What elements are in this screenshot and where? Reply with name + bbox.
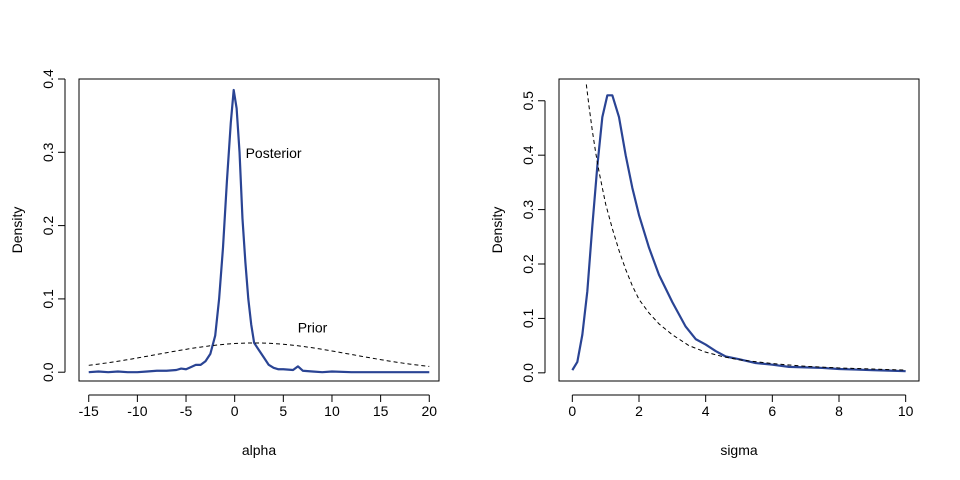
x-tick-label: 20 <box>421 403 437 419</box>
y-tick-label: 0.3 <box>40 142 56 162</box>
y-tick-label: 0.0 <box>520 363 536 383</box>
plot-area <box>88 88 430 374</box>
x-tick-label: 4 <box>702 403 710 419</box>
chart-panel-2: 0 2 4 6 8 10 sigma 0.0 0.1 0.2 0.3 0.4 0.5 Density <box>489 78 920 458</box>
x-axis: 0 2 4 6 8 10 <box>568 394 914 419</box>
y-tick-label: 0.0 <box>40 362 56 382</box>
x-tick-label: -10 <box>127 403 147 419</box>
x-tick-label: -5 <box>180 403 193 419</box>
x-axis-label: sigma <box>720 442 758 458</box>
y-tick-label: 0.3 <box>520 200 536 220</box>
x-tick-label: 2 <box>635 403 643 419</box>
x-tick-label: 15 <box>373 403 389 419</box>
y-tick-label: 0.4 <box>520 145 536 165</box>
chart-panel-1: -15 -10 -5 0 5 10 15 20 alpha 0.0 0.1 0.2 0.3 0.4 Dens… <box>9 69 440 458</box>
y-tick-label: 0.5 <box>520 91 536 111</box>
plot-frame <box>558 78 920 382</box>
y-tick-label: 0.2 <box>520 254 536 274</box>
y-axis: 0.0 0.1 0.2 0.3 0.4 <box>40 69 66 382</box>
plot-frame <box>78 78 440 382</box>
annotation-posterior: Posterior <box>246 145 302 161</box>
y-tick-label: 0.4 <box>40 69 56 89</box>
y-tick-label: 0.1 <box>40 289 56 309</box>
x-tick-label: 8 <box>835 403 843 419</box>
y-axis-label: Density <box>9 207 25 254</box>
x-tick-label: 5 <box>279 403 287 419</box>
y-axis: 0.0 0.1 0.2 0.3 0.4 0.5 <box>520 91 546 383</box>
posterior-density-line <box>88 88 430 374</box>
x-tick-label: -15 <box>79 403 99 419</box>
annotation-prior: Prior <box>298 320 328 336</box>
y-axis-label: Density <box>489 207 505 254</box>
x-tick-label: 6 <box>768 403 776 419</box>
x-axis: -15 -10 -5 0 5 10 15 20 <box>79 394 437 419</box>
posterior-density-line <box>571 94 906 373</box>
x-tick-label: 10 <box>898 403 914 419</box>
y-tick-label: 0.2 <box>40 216 56 236</box>
y-tick-label: 0.1 <box>520 308 536 328</box>
x-tick-label: 0 <box>231 403 239 419</box>
x-tick-label: 0 <box>568 403 576 419</box>
prior-density-line <box>88 342 430 367</box>
x-axis-label: alpha <box>242 442 276 458</box>
plot-area <box>571 84 906 373</box>
x-tick-label: 10 <box>324 403 340 419</box>
prior-density-line <box>585 84 906 371</box>
